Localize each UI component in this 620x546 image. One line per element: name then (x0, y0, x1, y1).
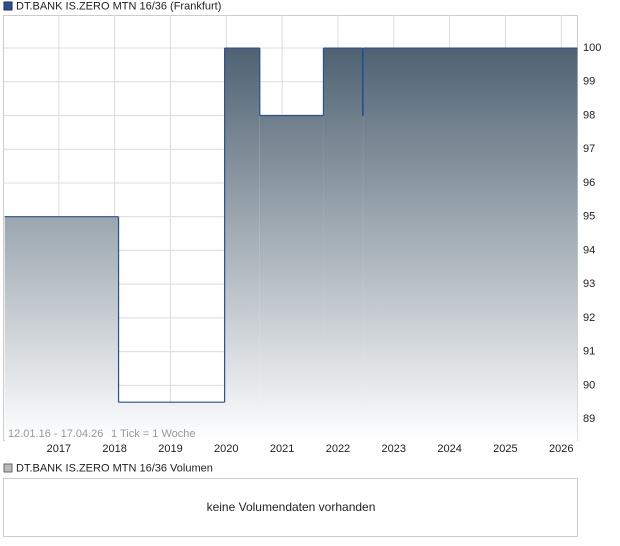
area-segment (4, 216, 119, 441)
area-segment (118, 402, 225, 441)
x-tick-label: 2017 (47, 443, 71, 455)
volume-title: DT.BANK IS.ZERO MTN 16/36 Volumen (16, 462, 213, 474)
x-tick-label: 2024 (437, 443, 461, 455)
y-tick-label: 99 (583, 76, 595, 88)
y-tick-label: 95 (583, 211, 595, 223)
x-tick-label: 2026 (549, 443, 573, 455)
area-segment (363, 48, 578, 442)
y-tick-label: 100 (583, 42, 601, 54)
area-segment (362, 115, 364, 441)
y-tick-label: 93 (583, 278, 595, 290)
x-tick-label: 2020 (214, 443, 238, 455)
x-tick-label: 2021 (270, 443, 294, 455)
y-tick-label: 94 (583, 244, 595, 256)
area-segment (224, 48, 260, 442)
y-tick-label: 97 (583, 143, 595, 155)
y-tick-label: 96 (583, 177, 595, 189)
y-tick-label: 90 (583, 379, 595, 391)
volume-legend-swatch (3, 463, 13, 473)
date-range: 12.01.16 - 17.04.26 (8, 428, 103, 440)
area-segment (259, 115, 324, 441)
volume-frame (3, 478, 578, 537)
y-tick-label: 89 (583, 413, 595, 425)
y-tick-label: 91 (583, 346, 595, 358)
x-tick-label: 2023 (382, 443, 406, 455)
x-tick-label: 2019 (158, 443, 182, 455)
y-tick-label: 98 (583, 109, 595, 121)
chart-title: DT.BANK IS.ZERO MTN 16/36 (Frankfurt) (16, 0, 221, 12)
x-tick-label: 2022 (326, 443, 350, 455)
tick-note: 1 Tick = 1 Woche (111, 428, 195, 440)
x-tick-label: 2025 (493, 443, 517, 455)
area-segment (323, 48, 363, 442)
x-tick-label: 2018 (102, 443, 126, 455)
y-tick-label: 92 (583, 312, 595, 324)
volume-message: keine Volumendaten vorhanden (207, 500, 376, 514)
legend-swatch (3, 1, 13, 11)
